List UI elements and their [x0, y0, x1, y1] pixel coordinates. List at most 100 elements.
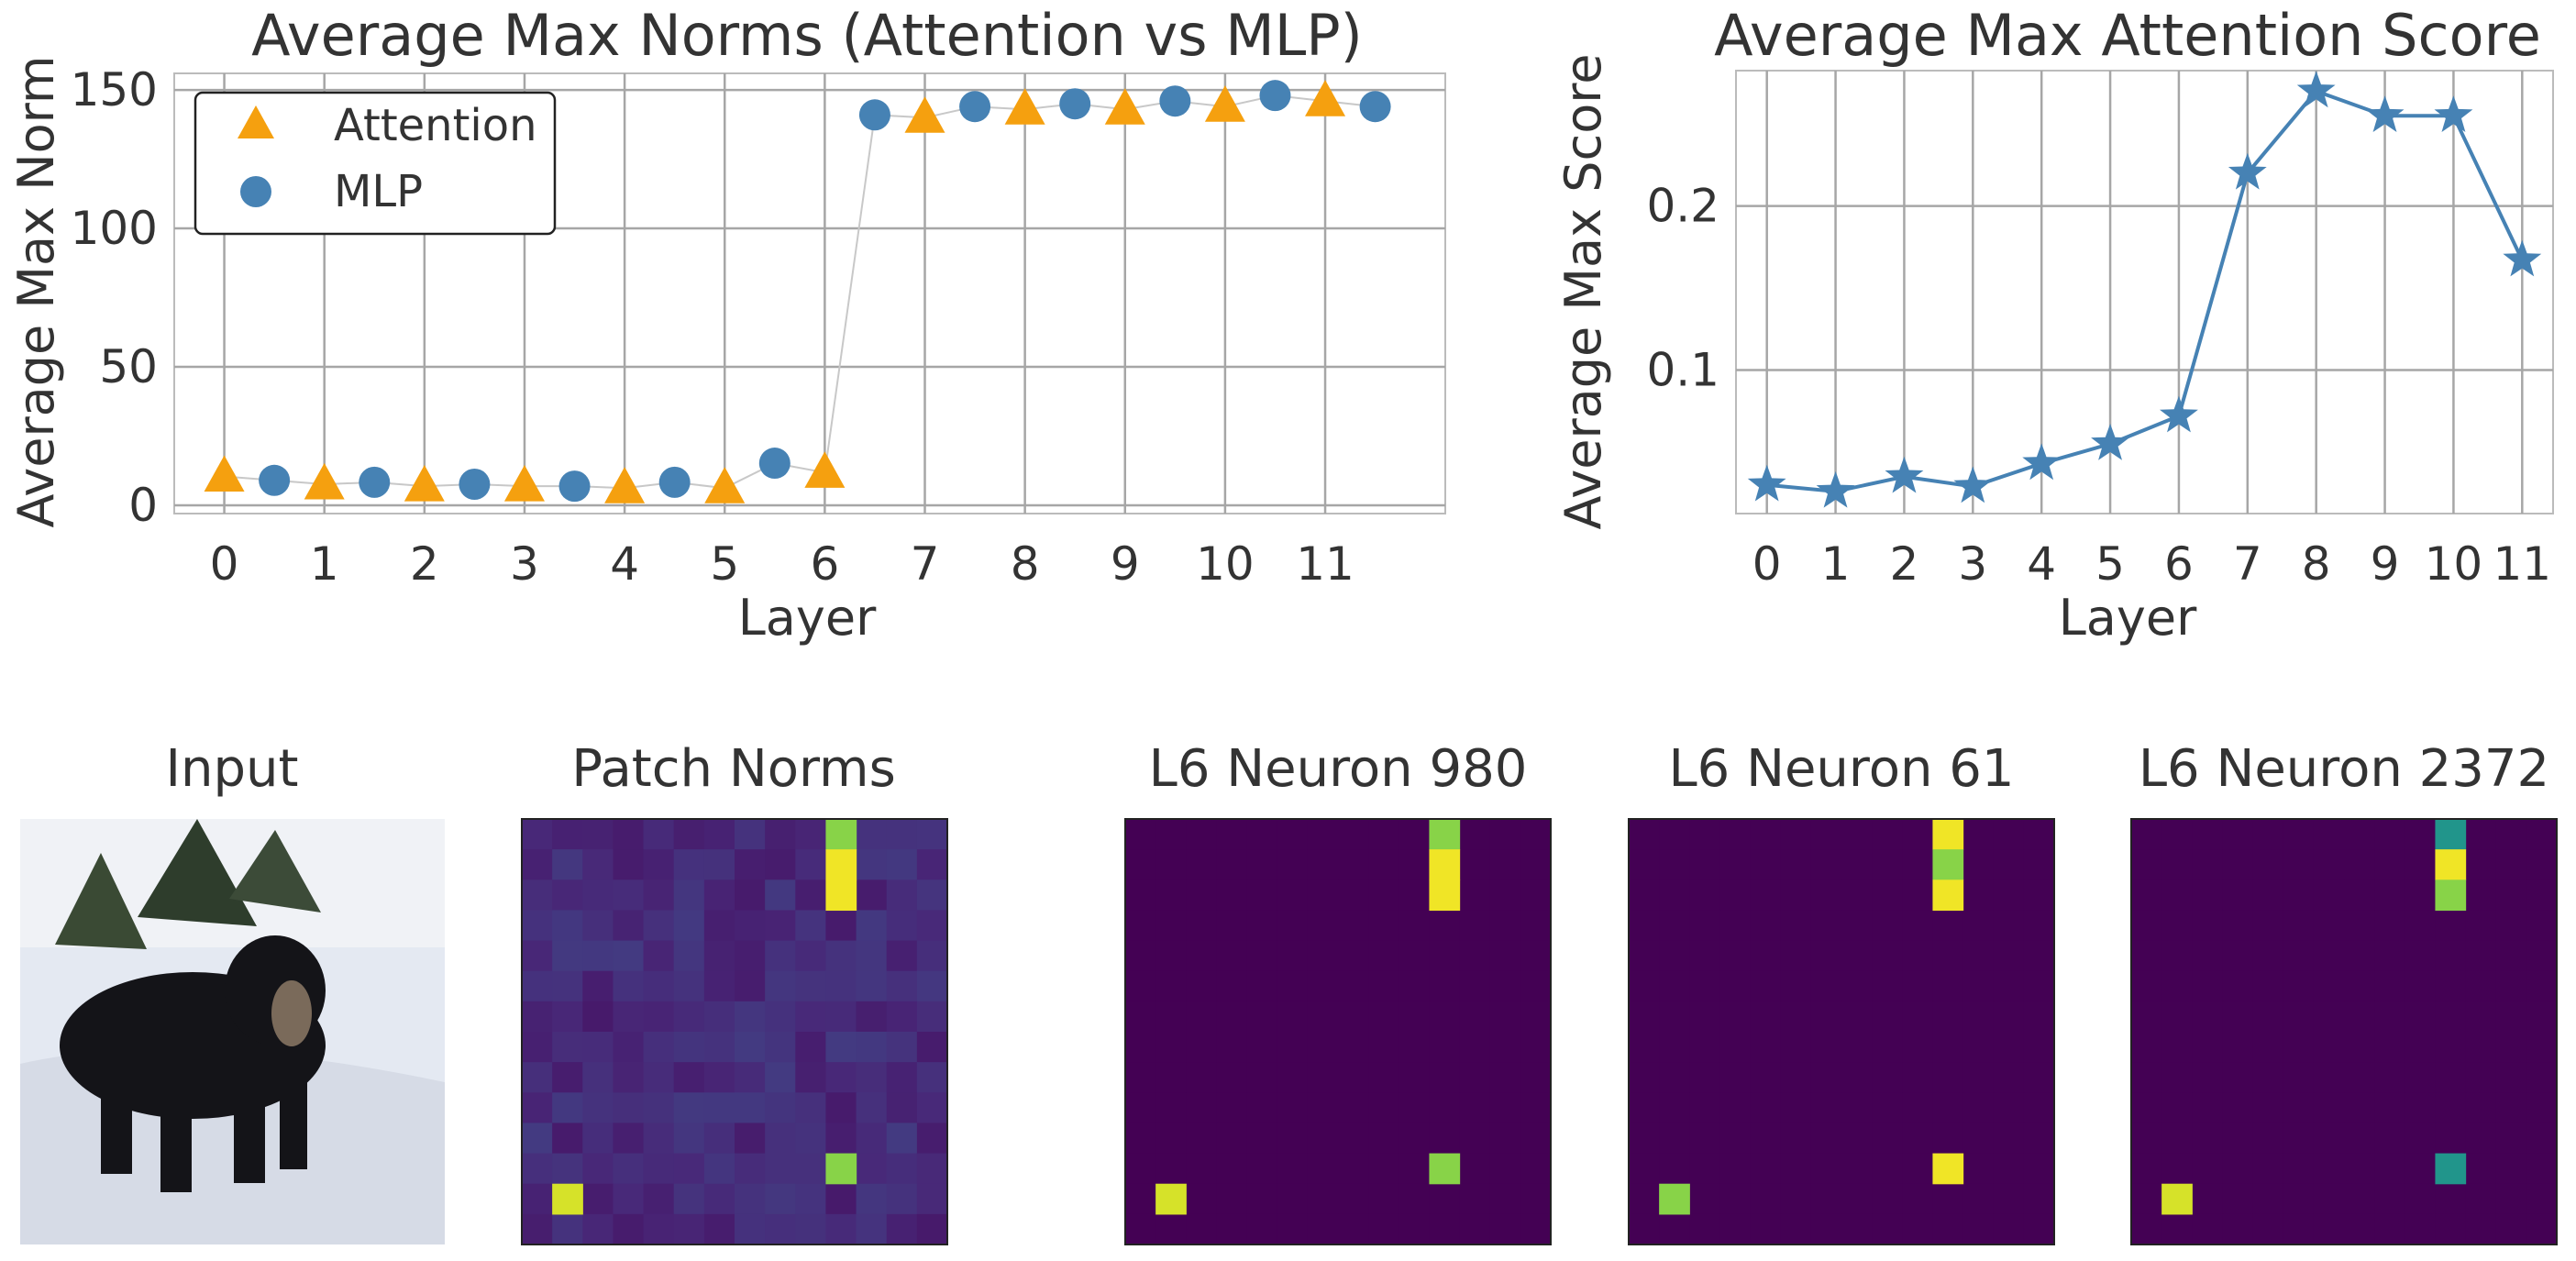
heatmap-cell — [1246, 1062, 1278, 1093]
heatmap-cell — [1307, 910, 1339, 942]
heatmap-cell — [1489, 940, 1521, 972]
heatmap-cell — [1246, 1032, 1278, 1063]
y-tick-label: 0.2 — [1646, 180, 1719, 233]
heatmap-cell — [613, 1032, 645, 1063]
heatmap-cell — [886, 970, 918, 1002]
heatmap-cell — [1719, 849, 1752, 880]
heatmap-cell — [2131, 1153, 2162, 1185]
heatmap-cell — [2252, 1213, 2284, 1245]
heatmap-cell — [1246, 819, 1278, 850]
heatmap-cell — [2161, 910, 2193, 942]
x-tick-label: 9 — [2371, 537, 2400, 591]
heatmap-cell — [2526, 970, 2558, 1002]
x-tick-label: 3 — [1958, 537, 1987, 591]
heatmap-cell — [2435, 940, 2467, 972]
heatmap-cell — [1216, 1062, 1248, 1093]
heatmap-cell — [2023, 1001, 2055, 1033]
heatmap-cell — [1155, 1123, 1187, 1155]
heatmap-cell — [2283, 1213, 2315, 1245]
legend-mlp-marker — [240, 176, 271, 207]
heatmap-cell — [1872, 1001, 1903, 1033]
heatmap-cell — [1125, 1153, 1156, 1185]
heatmap-cell — [1399, 1062, 1431, 1093]
heatmap-cell — [1962, 970, 1995, 1002]
heatmap-cell — [1872, 819, 1903, 850]
heatmap-cell — [1750, 1123, 1782, 1155]
heatmap-cell — [1841, 940, 1873, 972]
heatmap-cell — [1155, 879, 1187, 912]
heatmap-cell — [522, 1153, 553, 1185]
heatmap-cell — [613, 1123, 645, 1155]
heatmap-cell — [1902, 1213, 1934, 1245]
heatmap-cell — [825, 1183, 857, 1215]
heatmap-cell — [1629, 1001, 1660, 1033]
heatmap-cell — [1399, 1183, 1431, 1215]
heatmap-cell — [2283, 910, 2315, 942]
norms-x-axis-label: Layer — [738, 589, 877, 647]
heatmap-cell — [2161, 1153, 2193, 1185]
score-star-marker — [2022, 443, 2062, 481]
attention-marker — [1104, 88, 1145, 125]
heatmap-cell — [2023, 1032, 2055, 1063]
attention-marker — [503, 465, 545, 502]
heatmap-cell — [1659, 879, 1690, 912]
heatmap-cell — [2374, 910, 2405, 942]
heatmap-cell — [1429, 1213, 1461, 1245]
heatmap-cell — [1307, 970, 1339, 1002]
x-tick-label: 6 — [810, 537, 839, 591]
heatmap-cell — [2526, 1062, 2558, 1093]
heatmap-cell — [2344, 1032, 2375, 1063]
heatmap-cell — [2283, 1032, 2315, 1063]
attention-marker — [1004, 88, 1045, 125]
heatmap-cell — [1246, 879, 1278, 912]
heatmap-cell — [2252, 849, 2284, 880]
heatmap-cell — [643, 879, 675, 912]
heatmap-cell — [1399, 1123, 1431, 1155]
heatmap-cell — [2222, 1183, 2254, 1215]
heatmap-cell — [1125, 1183, 1156, 1215]
heatmap-cell — [2023, 970, 2055, 1002]
heatmap-cell — [1962, 819, 1995, 850]
heatmap-cell — [2405, 1183, 2437, 1215]
heatmap-cell — [673, 1092, 705, 1124]
patch-norms-heatmap — [521, 818, 948, 1245]
heatmap-cell — [1659, 1213, 1690, 1245]
heatmap-cell — [1368, 970, 1399, 1002]
heatmap-cell — [613, 1001, 645, 1033]
heatmap-cell — [1489, 1092, 1521, 1124]
heatmap-cell — [1459, 1032, 1491, 1063]
heatmap-cell — [2495, 1153, 2527, 1185]
score-line — [1766, 89, 2525, 493]
attention-marker — [804, 451, 846, 488]
heatmap-cell — [2526, 910, 2558, 942]
heatmap-cell — [2313, 1001, 2345, 1033]
heatmap-cell — [825, 1062, 857, 1093]
heatmap-cell — [2405, 1001, 2437, 1033]
heatmap-cell — [1307, 1123, 1339, 1155]
heatmap-cell — [1932, 1123, 1964, 1155]
heatmap-cell — [2405, 910, 2437, 942]
heatmap-cell — [2222, 1092, 2254, 1124]
heatmap-cell — [1659, 1032, 1690, 1063]
heatmap-cell — [1246, 849, 1278, 880]
heatmap-cell — [552, 849, 583, 880]
heatmap-cell — [1368, 1123, 1399, 1155]
heatmap-cell — [2252, 940, 2284, 972]
heatmap-cell — [2465, 1183, 2497, 1215]
heatmap-cell — [2252, 970, 2284, 1002]
heatmap-cell — [2023, 1123, 2055, 1155]
neuron-2372-title: L6 Neuron 2372 — [2139, 739, 2549, 799]
heatmap-cell — [886, 819, 918, 850]
x-tick-label: 0 — [210, 537, 239, 591]
heatmap-hot-cell — [2435, 1153, 2467, 1185]
heatmap-cell — [2344, 879, 2375, 912]
heatmap-cell — [2283, 1153, 2315, 1185]
y-tick-label: 50 — [99, 340, 158, 393]
heatmap-cell — [2435, 1123, 2467, 1155]
dog-in-snow-photo-icon — [20, 819, 445, 1244]
legend-mlp-label: MLP — [334, 166, 423, 217]
heatmap-cell — [2495, 849, 2527, 880]
heatmap-cell — [1155, 1153, 1187, 1185]
heatmap-cell — [1186, 1032, 1218, 1063]
heatmap-cell — [735, 879, 766, 912]
